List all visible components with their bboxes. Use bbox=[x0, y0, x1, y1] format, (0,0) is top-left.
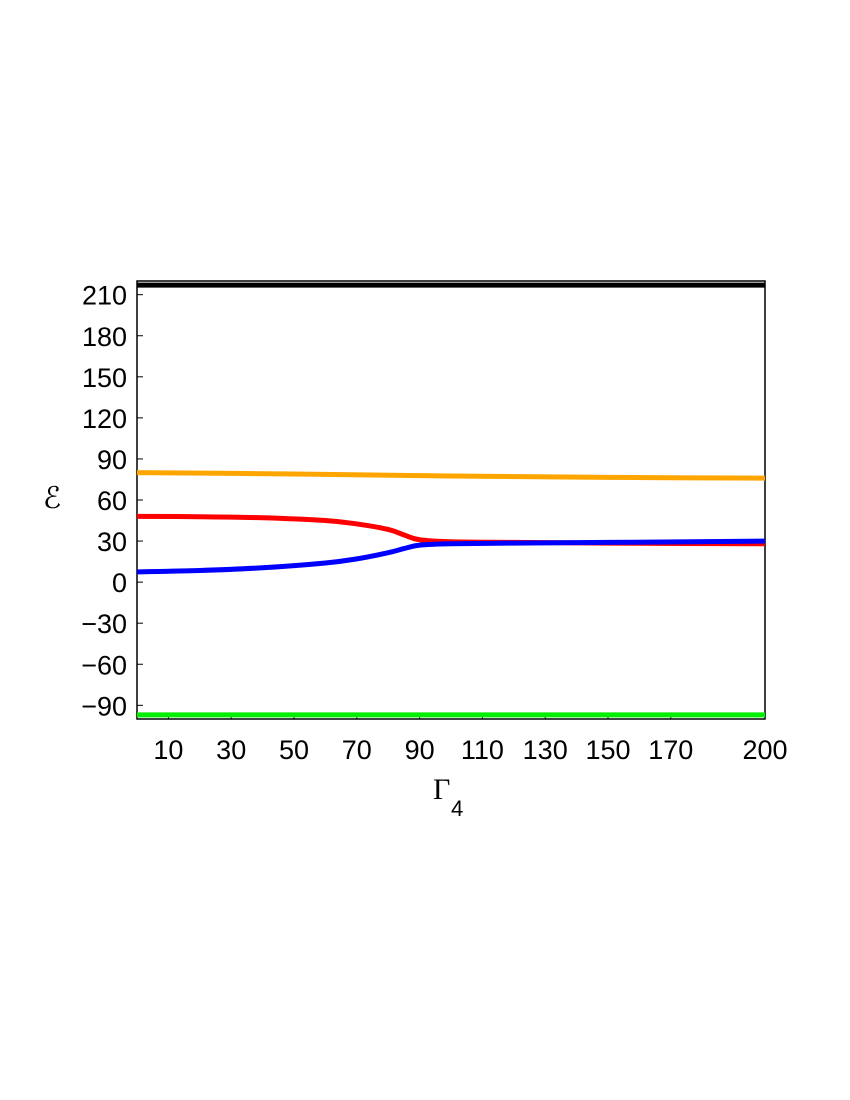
y-tick-label: 210 bbox=[82, 281, 127, 311]
x-tick-label: 200 bbox=[742, 735, 787, 765]
x-axis-label: Γ bbox=[433, 773, 450, 806]
x-tick-label: 150 bbox=[585, 735, 630, 765]
x-axis-ticks: 10 30 50 70 90 110 130 150 170 200 bbox=[153, 713, 788, 765]
series-line-4 bbox=[136, 538, 766, 575]
series-line-2 bbox=[136, 470, 766, 481]
y-tick-label: 180 bbox=[82, 322, 127, 352]
y-tick-label: −30 bbox=[81, 609, 127, 639]
y-tick-label: 150 bbox=[82, 363, 127, 393]
y-tick-label: 0 bbox=[112, 568, 127, 598]
x-tick-label: 30 bbox=[216, 735, 246, 765]
y-tick-label: −60 bbox=[81, 650, 127, 680]
x-tick-label: 90 bbox=[405, 735, 435, 765]
x-tick-label: 70 bbox=[342, 735, 372, 765]
y-tick-label: 120 bbox=[82, 404, 127, 434]
series-layer bbox=[136, 282, 766, 718]
plot-frame bbox=[136, 280, 766, 720]
x-tick-label: 130 bbox=[523, 735, 568, 765]
y-tick-label: 30 bbox=[97, 527, 127, 557]
y-axis-label: ℰ bbox=[43, 482, 61, 515]
x-axis-label-subscript: 4 bbox=[451, 796, 463, 821]
x-tick-label: 110 bbox=[461, 735, 504, 765]
y-tick-label: 60 bbox=[97, 486, 127, 516]
y-axis-ticks: −90 −60 −30 0 30 60 90 120 150 180 210 bbox=[81, 281, 143, 721]
x-tick-label: 170 bbox=[648, 735, 693, 765]
x-tick-label: 50 bbox=[279, 735, 309, 765]
x-tick-label: 10 bbox=[153, 735, 183, 765]
y-tick-label: 90 bbox=[97, 445, 127, 475]
y-tick-label: −90 bbox=[81, 691, 127, 721]
